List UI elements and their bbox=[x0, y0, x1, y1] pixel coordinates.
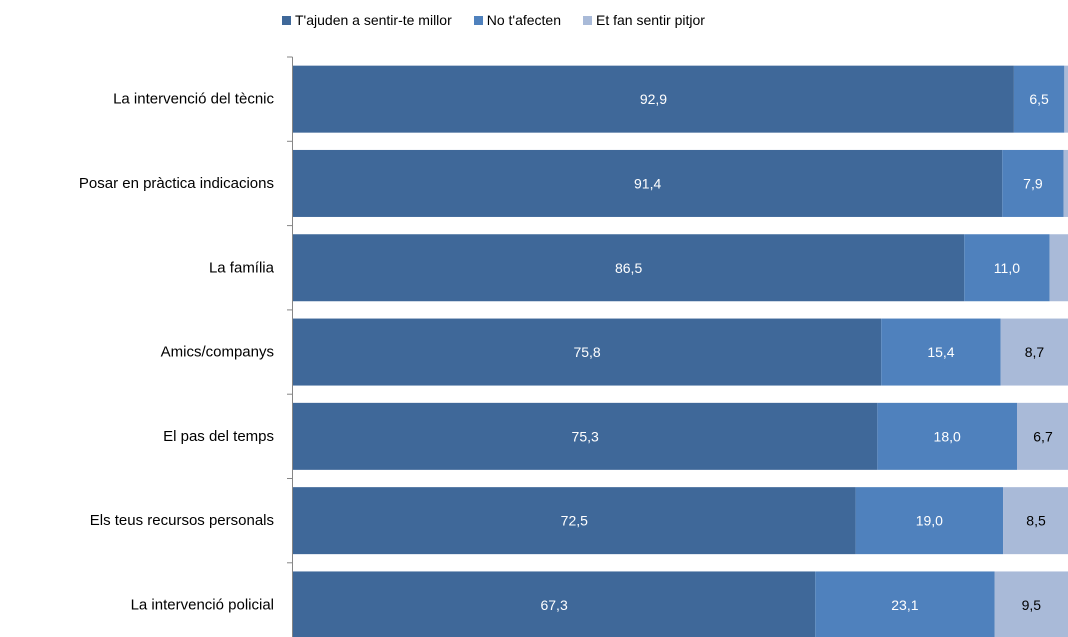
bar-segment bbox=[877, 402, 1018, 470]
bar-segment bbox=[1049, 234, 1068, 302]
legend-label: T'ajuden a sentir-te millor bbox=[295, 12, 452, 28]
legend-swatch bbox=[282, 15, 291, 25]
bar-segment bbox=[964, 234, 1050, 302]
data-label: 6,5 bbox=[1029, 91, 1049, 107]
bar-segment bbox=[1013, 65, 1065, 133]
data-label: 19,0 bbox=[916, 513, 943, 529]
bar-segment bbox=[1003, 487, 1068, 555]
data-label: 86,5 bbox=[615, 260, 642, 276]
bar-segment bbox=[994, 571, 1068, 637]
bar-segment bbox=[855, 487, 1004, 555]
data-label: 72,5 bbox=[561, 513, 588, 529]
bar-segment bbox=[1000, 318, 1068, 386]
data-label: 91,4 bbox=[634, 175, 661, 191]
bar-segment bbox=[293, 65, 1014, 133]
data-label: 9,5 bbox=[1022, 597, 1042, 613]
data-label: 75,8 bbox=[573, 344, 600, 360]
data-label: 92,9 bbox=[640, 91, 667, 107]
category-label: Posar en pràctica indicacions bbox=[79, 175, 274, 192]
data-label: 6,7 bbox=[1033, 428, 1053, 444]
category-label: La família bbox=[209, 259, 275, 276]
bar-segment bbox=[293, 487, 856, 555]
bar-segment bbox=[293, 318, 882, 386]
bar-segment bbox=[1017, 402, 1068, 470]
legend: T'ajuden a sentir-te millor No t'afecten E… bbox=[282, 10, 727, 30]
bar-segment bbox=[1064, 65, 1068, 133]
legend-item: T'ajuden a sentir-te millor bbox=[282, 12, 452, 28]
data-label: 15,4 bbox=[927, 344, 954, 360]
category-label: Amics/companys bbox=[161, 344, 274, 361]
data-label: 7,9 bbox=[1023, 175, 1043, 191]
bar-segment bbox=[293, 234, 965, 302]
legend-label: Et fan sentir pitjor bbox=[596, 12, 705, 28]
category-label: El pas del temps bbox=[163, 428, 274, 445]
data-label: 18,0 bbox=[934, 428, 961, 444]
bar-segment bbox=[293, 402, 878, 470]
category-label: La intervenció policial bbox=[131, 596, 274, 613]
bar-segment bbox=[293, 149, 1003, 217]
legend-label: No t'afecten bbox=[486, 12, 562, 28]
data-label: 75,3 bbox=[572, 428, 599, 444]
data-label: 11,0 bbox=[994, 260, 1020, 276]
legend-swatch bbox=[473, 15, 483, 25]
legend-swatch bbox=[583, 15, 593, 25]
bar-segment bbox=[1002, 149, 1064, 217]
bar-segment bbox=[881, 318, 1001, 386]
data-label: 8,7 bbox=[1025, 344, 1045, 360]
data-label: 23,1 bbox=[891, 597, 918, 613]
legend-item: Et fan sentir pitjor bbox=[583, 12, 705, 28]
bar-segment bbox=[815, 571, 995, 637]
legend-item: No t'afecten bbox=[473, 12, 562, 28]
bar-segment bbox=[293, 571, 816, 637]
data-label: 67,3 bbox=[540, 597, 567, 613]
category-label: Els teus recursos personals bbox=[90, 512, 274, 529]
data-label: 8,5 bbox=[1026, 513, 1046, 529]
category-label: La intervenció del tècnic bbox=[113, 91, 274, 108]
bar-segment bbox=[1063, 149, 1068, 217]
